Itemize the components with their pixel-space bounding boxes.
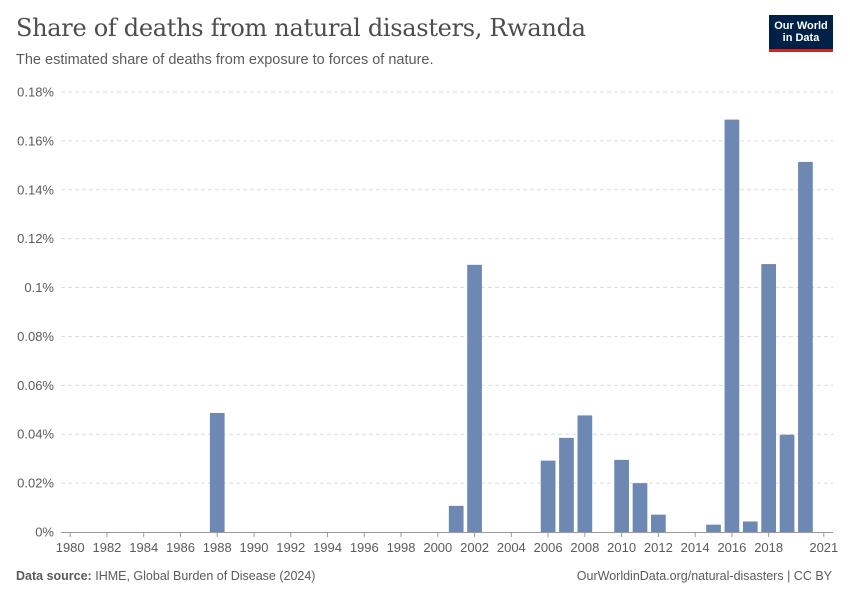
bar-2006[interactable] — [540, 460, 556, 532]
x-tick-label: 2012 — [644, 540, 673, 555]
bars — [209, 119, 813, 532]
x-tick-label: 2021 — [809, 540, 838, 555]
bar-1988[interactable] — [209, 412, 225, 532]
x-tick-label: 1990 — [240, 540, 269, 555]
chart-subtitle: The estimated share of deaths from expos… — [16, 52, 434, 68]
x-tick-label: 2018 — [754, 540, 783, 555]
y-tick-label: 0.12% — [17, 231, 54, 246]
bar-2011[interactable] — [632, 483, 648, 532]
data-source: Data source: IHME, Global Burden of Dise… — [16, 569, 315, 583]
x-tick-label: 1984 — [129, 540, 158, 555]
x-tick-label: 1998 — [387, 540, 416, 555]
bar-2017[interactable] — [742, 521, 758, 532]
y-tick-label: 0.18% — [17, 85, 54, 100]
x-axis-labels: 1980 1982 1984 1986 1988 1990 1992 1994 1996 1998… — [56, 540, 839, 555]
y-tick-label: 0.04% — [17, 427, 54, 442]
y-tick-label: 0.16% — [17, 133, 54, 148]
x-tick-label: 2010 — [607, 540, 636, 555]
x-tick-label: 1980 — [56, 540, 85, 555]
bar-2007[interactable] — [559, 437, 574, 532]
owid-logo[interactable]: Our World in Data — [769, 15, 833, 52]
data-source-label: Data source: — [16, 569, 92, 583]
x-tick-label: 2016 — [717, 540, 746, 555]
bar-2018[interactable] — [761, 264, 777, 532]
x-tick-label: 1992 — [276, 540, 305, 555]
chart-title: Share of deaths from natural disasters, … — [16, 14, 586, 42]
y-tick-label: 0.08% — [17, 329, 54, 344]
bar-2012[interactable] — [651, 514, 666, 532]
bar-2019[interactable] — [779, 434, 795, 532]
x-tick-label: 2006 — [534, 540, 563, 555]
y-tick-label: 0.02% — [17, 476, 54, 491]
data-source-text[interactable]: IHME, Global Burden of Disease (2024) — [95, 569, 316, 583]
bar-2001[interactable] — [448, 505, 464, 532]
x-tick-label: 1988 — [203, 540, 232, 555]
bar-2015[interactable] — [706, 524, 721, 532]
bar-chart: 0% 0.02% 0.04% 0.06% 0.08% 0.1% 0.12% 0.14% 0.16… — [17, 85, 839, 556]
y-tick-label: 0.1% — [24, 280, 54, 295]
x-tick-label: 2002 — [460, 540, 489, 555]
x-tick-label: 1986 — [166, 540, 195, 555]
x-tick-label: 1982 — [92, 540, 121, 555]
y-tick-label: 0.14% — [17, 182, 54, 197]
logo-line-1: Our World — [774, 20, 828, 32]
bar-2010[interactable] — [614, 459, 629, 532]
bar-2016[interactable] — [724, 119, 740, 532]
y-axis-labels: 0% 0.02% 0.04% 0.06% 0.08% 0.1% 0.12% 0.14% 0.16… — [17, 85, 54, 540]
x-tick-label: 1994 — [313, 540, 342, 555]
x-tick-label: 2000 — [423, 540, 452, 555]
bar-2020[interactable] — [798, 161, 813, 532]
bar-2002[interactable] — [467, 264, 482, 532]
x-tick-label: 2004 — [497, 540, 526, 555]
x-tick-label: 1996 — [350, 540, 379, 555]
y-tick-label: 0% — [35, 525, 54, 540]
x-tick-label: 2008 — [570, 540, 599, 555]
y-tick-label: 0.06% — [17, 378, 54, 393]
footer-link[interactable]: OurWorldinData.org/natural-disasters | C… — [576, 569, 832, 583]
x-tick-label: 2014 — [681, 540, 710, 555]
x-axis — [61, 532, 833, 537]
logo-line-2: in Data — [782, 32, 820, 44]
bar-2008[interactable] — [577, 415, 593, 532]
gridlines — [61, 91, 833, 484]
